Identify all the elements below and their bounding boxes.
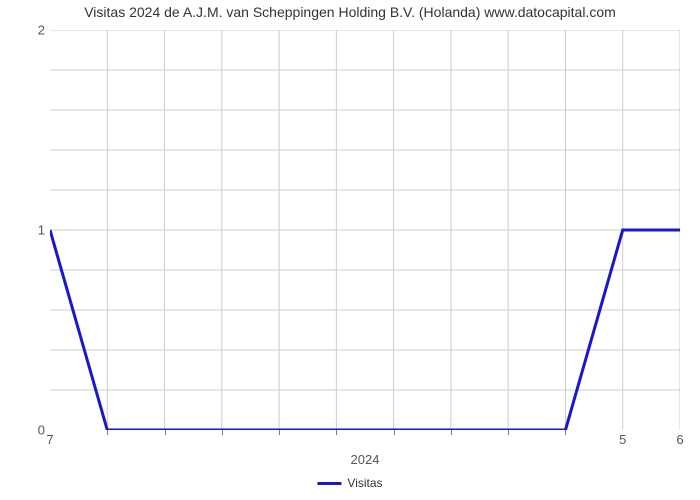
y-axis-tick-label: 0 (5, 423, 45, 438)
x-axis-minor-tick (451, 430, 452, 435)
x-axis-year-label: 2024 (351, 452, 380, 467)
y-axis-tick-label: 2 (5, 23, 45, 38)
x-axis-minor-tick (336, 430, 337, 435)
x-axis-minor-tick (165, 430, 166, 435)
x-axis-tick-label: 6 (676, 432, 683, 447)
chart-title: Visitas 2024 de A.J.M. van Scheppingen H… (84, 4, 616, 20)
x-axis-minor-tick (565, 430, 566, 435)
plot-area (50, 30, 680, 430)
chart-svg (50, 30, 680, 430)
x-axis-minor-tick (508, 430, 509, 435)
x-axis-minor-tick (107, 430, 108, 435)
x-axis-minor-tick (279, 430, 280, 435)
chart-container: Visitas 2024 de A.J.M. van Scheppingen H… (0, 0, 700, 500)
legend: Visitas (317, 476, 382, 490)
x-axis-tick-label: 7 (46, 432, 53, 447)
x-axis-tick-label: 5 (619, 432, 626, 447)
legend-swatch (317, 482, 341, 485)
y-axis-tick-label: 1 (5, 223, 45, 238)
legend-label: Visitas (347, 476, 382, 490)
x-axis-minor-tick (222, 430, 223, 435)
series-line (50, 230, 680, 430)
x-axis-minor-tick (394, 430, 395, 435)
